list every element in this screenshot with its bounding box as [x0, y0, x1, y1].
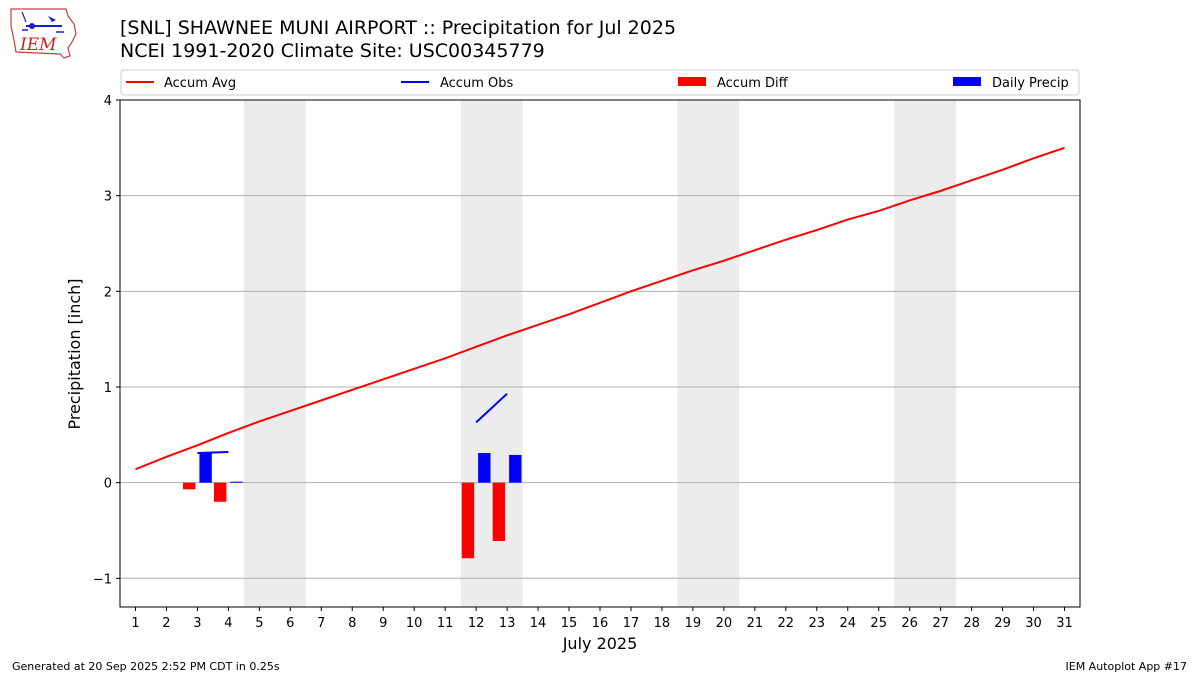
- y-tick-label: 2: [104, 285, 112, 300]
- y-tick-label: −1: [93, 572, 112, 587]
- x-tick-label: 22: [778, 616, 795, 631]
- logo-text: IEM: [19, 35, 57, 55]
- x-tick-label: 25: [870, 616, 887, 631]
- x-tick-label: 11: [437, 616, 454, 631]
- x-tick-label: 20: [716, 616, 733, 631]
- x-tick-label: 1: [131, 616, 139, 631]
- x-tick-label: 3: [193, 616, 201, 631]
- y-tick-label: 3: [104, 190, 112, 205]
- x-tick-label: 5: [255, 616, 263, 631]
- bars: [183, 452, 522, 559]
- y-tick-label: 4: [104, 94, 112, 109]
- legend-box: [120, 69, 1080, 96]
- legend-swatch-accum-diff: [678, 77, 706, 86]
- accum-diff-bar-day-13: [492, 482, 506, 541]
- x-tick-label: 12: [468, 616, 485, 631]
- x-tick-label: 30: [1025, 616, 1042, 631]
- accum-diff-bar-day-12: [461, 482, 475, 559]
- x-tick-label: 19: [685, 616, 702, 631]
- daily-precip-bar-day-12: [478, 452, 491, 483]
- x-tick-label: 6: [286, 616, 294, 631]
- y-tick-label: 0: [104, 477, 112, 492]
- y-axis-label: Precipitation [inch]: [65, 278, 84, 429]
- accum-diff-bar-day-4: [214, 482, 227, 502]
- accum-avg-line: [135, 146, 1065, 471]
- legend-label-accum-diff: Accum Diff: [717, 76, 789, 91]
- x-tick-label: 27: [932, 616, 949, 631]
- weekend-shade-2: [677, 100, 740, 607]
- daily-precip-bar-day-4: [230, 481, 243, 483]
- x-tick-label: 13: [499, 616, 516, 631]
- x-tick-label: 4: [224, 616, 232, 631]
- iem-logo: IEM: [10, 8, 77, 59]
- x-tick-label: 17: [623, 616, 640, 631]
- legend-label-daily-precip: Daily Precip: [992, 76, 1069, 91]
- x-tick-label: 15: [561, 616, 578, 631]
- x-tick-label: 2: [162, 616, 170, 631]
- x-tick-label: 26: [901, 616, 918, 631]
- accum-diff-bar-day-3: [183, 482, 196, 490]
- lines: [135, 146, 1065, 471]
- daily-precip-bar-day-13: [509, 454, 522, 483]
- legend: Accum Avg Accum Obs Accum Diff Daily Precip: [120, 69, 1080, 96]
- x-tick-label: 10: [406, 616, 423, 631]
- weekend-shading: [243, 100, 957, 607]
- x-tick-label: 16: [592, 616, 609, 631]
- legend-label-accum-obs: Accum Obs: [440, 76, 513, 91]
- y-tick-label: 1: [104, 381, 112, 396]
- legend-label-accum-avg: Accum Avg: [164, 76, 236, 91]
- x-tick-label: 29: [994, 616, 1011, 631]
- x-tick-label: 23: [809, 616, 826, 631]
- daily-precip-bar-day-3: [199, 452, 212, 483]
- x-tick-label: 21: [747, 616, 764, 631]
- x-axis-label: July 2025: [562, 634, 638, 653]
- accum-obs-segment-0: [197, 451, 229, 454]
- x-tick-label: 18: [654, 616, 671, 631]
- x-tick-label: 31: [1056, 616, 1073, 631]
- y-axis-ticks: −1 0 1 2 3 4: [93, 94, 120, 587]
- generated-timestamp: Generated at 20 Sep 2025 2:52 PM CDT in …: [12, 660, 280, 673]
- x-tick-label: 28: [963, 616, 980, 631]
- x-tick-label: 24: [839, 616, 856, 631]
- weekend-shade-0: [243, 100, 306, 607]
- x-tick-label: 7: [317, 616, 325, 631]
- app-label: IEM Autoplot App #17: [1065, 660, 1188, 673]
- weekend-shade-3: [894, 100, 957, 607]
- legend-swatch-daily-precip: [953, 77, 981, 86]
- x-tick-label: 9: [379, 616, 387, 631]
- x-tick-label: 14: [530, 616, 547, 631]
- x-tick-label: 8: [348, 616, 356, 631]
- accum-obs-segment-1: [475, 392, 508, 424]
- chart-title: [SNL] SHAWNEE MUNI AIRPORT :: Precipitat…: [120, 17, 677, 39]
- chart-subtitle: NCEI 1991-2020 Climate Site: USC00345779: [120, 40, 545, 62]
- x-axis-ticks: 1 2 3 4 5 6 7 8 9 10 11 12 13 14 15 16 17 18 19 20 21 22 23 24 2…: [131, 607, 1073, 631]
